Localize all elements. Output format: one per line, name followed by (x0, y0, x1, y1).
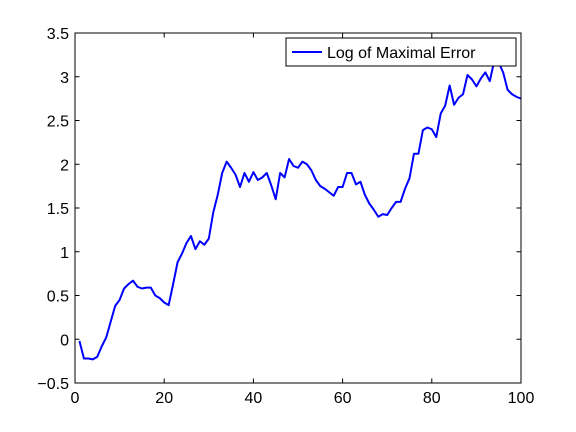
ticks (74, 32, 522, 384)
legend-box (285, 37, 517, 67)
y-tick-label: 0 (60, 332, 69, 349)
x-tick-label: 20 (155, 390, 173, 407)
series-group (78, 60, 522, 361)
y-tick-label: 1.5 (47, 201, 69, 218)
x-tick-label: 80 (423, 390, 441, 407)
series-line-log-of-maximal-error (78, 60, 522, 361)
y-tick-label: 2 (60, 157, 69, 174)
legend: Log of Maximal Error (285, 37, 517, 67)
x-tick-label: 40 (245, 390, 263, 407)
x-tick-label: 100 (508, 390, 535, 407)
y-tick-label: 3 (60, 70, 69, 87)
plot-frame (74, 32, 522, 384)
y-tick-label: 0.5 (47, 289, 69, 306)
y-tick-label: −0.5 (37, 376, 69, 393)
y-tick-label: 2.5 (47, 114, 69, 131)
x-tick-label: 60 (334, 390, 352, 407)
tick-labels: 0 20 40 60 80 100−0.500.511.522.533.5 (37, 26, 534, 407)
y-tick-label: 1 (60, 245, 69, 262)
x-tick-label: 0 (71, 390, 80, 407)
y-tick-label: 3.5 (47, 26, 69, 43)
legend-label-log-of-maximal-error: Log of Maximal Error (327, 45, 476, 62)
